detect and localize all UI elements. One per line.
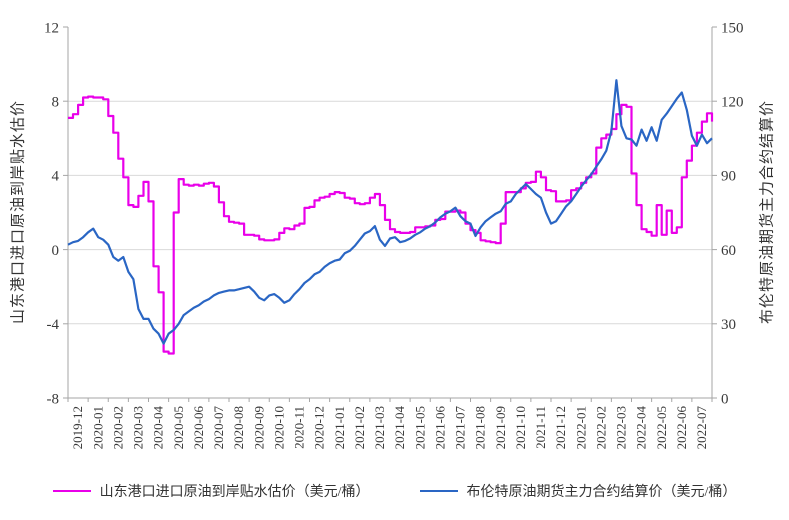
x-axis-tick-label: 2021-06 [432, 406, 447, 450]
right-axis-tick-label: 150 [721, 20, 744, 36]
x-axis-tick-label: 2020-11 [292, 406, 307, 449]
right-axis-tick-label: 120 [721, 94, 744, 110]
left-axis-tick-label: -4 [47, 317, 60, 333]
x-axis-tick-label: 2020-10 [271, 406, 286, 449]
legend-label-premium: 山东港口进口原油到岸贴水估价（美元/桶） [99, 485, 370, 500]
left-axis-tick-label: 0 [52, 243, 60, 259]
x-axis-tick-label: 2022-07 [694, 406, 709, 450]
x-axis-tick-label: 2021-03 [372, 406, 387, 449]
legend-item-brent: 布伦特原油期货主力合约结算价（美元/桶） [419, 481, 737, 501]
x-axis-tick-label: 2021-01 [332, 406, 347, 449]
x-axis-tick-label: 2021-05 [412, 406, 427, 449]
x-axis-tick-label: 2022-02 [593, 406, 608, 449]
legend-item-premium: 山东港口进口原油到岸贴水估价（美元/桶） [52, 481, 370, 501]
series-line-brent [67, 79, 713, 345]
right-axis-tick-label: 60 [721, 243, 736, 259]
x-axis-tick-label: 2020-03 [131, 406, 146, 449]
x-axis-tick-label: 2021-11 [533, 406, 548, 449]
x-axis-tick-label: 2020-06 [191, 406, 206, 450]
x-axis-tick-label: 2020-08 [231, 406, 246, 449]
x-axis-tick-label: 2020-02 [110, 406, 125, 449]
legend: 山东港口进口原油到岸贴水估价（美元/桶） 布伦特原油期货主力合约结算价（美元/桶… [0, 481, 789, 501]
x-axis-tick-label: 2022-05 [654, 406, 669, 449]
left-axis-tick-label: -8 [47, 391, 60, 407]
x-axis-tick-label: 2020-01 [90, 406, 105, 449]
x-axis-tick-label: 2021-04 [392, 406, 407, 450]
x-axis-tick-label: 2020-09 [251, 406, 266, 449]
left-axis-title: 山东港口进口原油到岸贴水估价 [10, 99, 27, 325]
chart-plot-area: 12 8 4 0 -4 -8 150 120 90 60 30 0 2019-12 2020-01 2020… [44, 20, 744, 450]
legend-line-swatch-brent [419, 489, 458, 493]
legend-label-brent: 布伦特原油期货主力合约结算价（美元/桶） [466, 485, 737, 500]
x-axis-tick-label: 2021-10 [513, 406, 528, 449]
x-axis-tick-label: 2022-04 [634, 406, 649, 450]
x-axis-tick-label: 2021-08 [473, 406, 488, 449]
right-axis-tick-label: 90 [721, 169, 736, 185]
x-axis-tick-label: 2022-03 [614, 406, 629, 449]
x-axis-tick-label: 2021-09 [493, 406, 508, 449]
x-axis-tick-label: 2020-07 [211, 406, 226, 450]
x-axis-tick-label: 2021-02 [352, 406, 367, 449]
series-line-premium [68, 95, 714, 355]
right-axis-title: 布伦特原油期货主力合约结算价 [759, 99, 776, 325]
x-axis-tick-label: 2020-04 [151, 406, 166, 450]
x-axis-tick-label: 2021-07 [453, 406, 468, 450]
x-axis-tick-label: 2021-12 [553, 406, 568, 449]
x-axis-tick-label: 2022-06 [674, 406, 689, 450]
x-axis-tick-label: 2020-05 [171, 406, 186, 449]
right-axis-tick-label: 0 [721, 391, 729, 407]
x-axis-tick-label: 2022-01 [573, 406, 588, 449]
left-axis-tick-label: 12 [44, 20, 59, 36]
x-axis-tick-label: 2020-12 [312, 406, 327, 449]
x-axis-tick-label: 2019-12 [70, 406, 85, 449]
right-axis-tick-label: 30 [721, 317, 736, 333]
left-axis-tick-label: 4 [52, 169, 60, 185]
left-axis-tick-label: 8 [52, 94, 60, 110]
legend-line-swatch-premium [52, 489, 91, 493]
